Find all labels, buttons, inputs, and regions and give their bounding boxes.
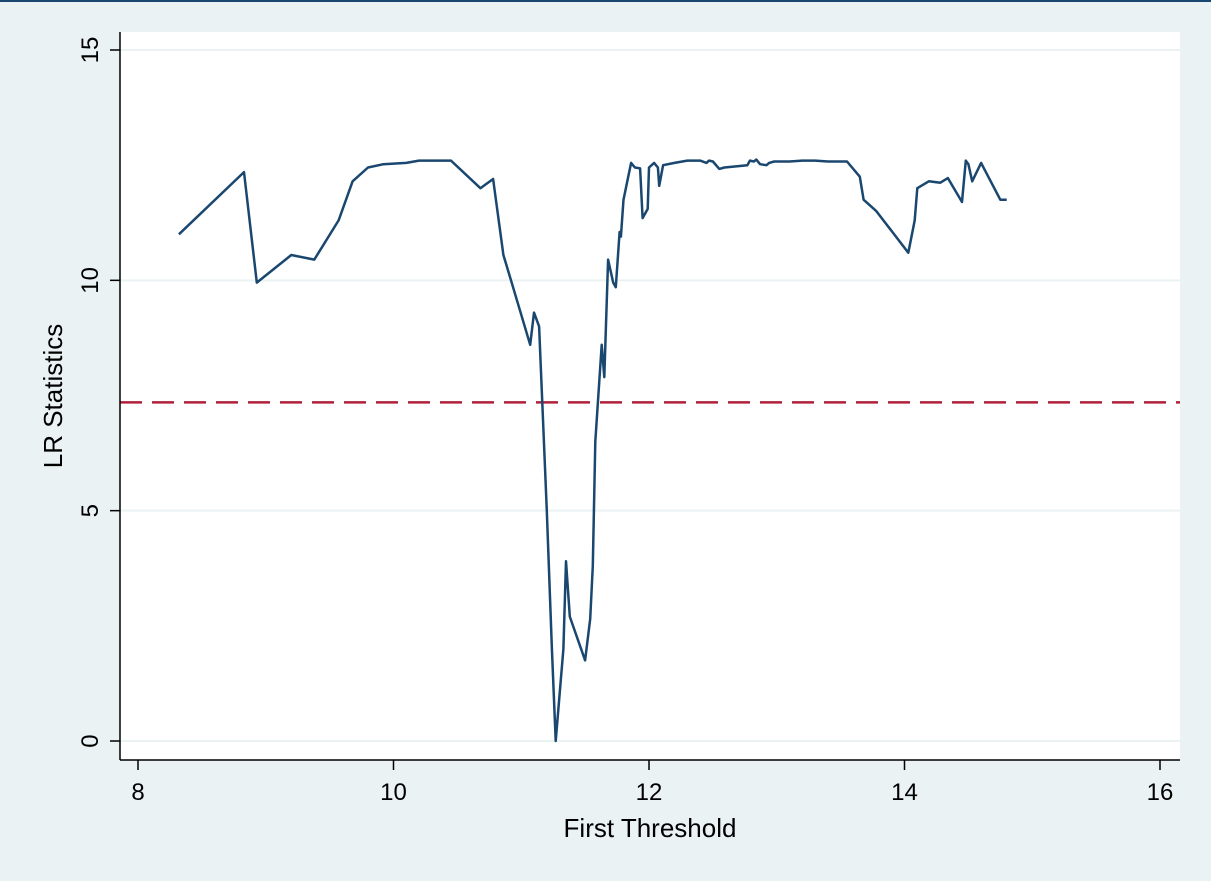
y-tick-label-15: 15 [77,37,104,64]
x-axis-title: First Threshold [564,813,737,843]
window-top-border [0,0,1211,2]
x-tick-label-12: 12 [636,779,663,806]
y-tick-label-5: 5 [77,504,104,517]
series-line-0 [178,158,1007,743]
y-tick-label-0: 0 [77,734,104,747]
x-tick-label-14: 14 [891,779,918,806]
y-tick-label-10: 10 [77,267,104,294]
plot-area [120,32,1180,760]
y-axis-title: LR Statistics [38,324,68,469]
x-tick-label-16: 16 [1147,779,1174,806]
x-tick-label-10: 10 [380,779,407,806]
series-group [178,158,1007,743]
gridlines [120,49,1180,742]
axes: 8 10 12 14 16 0 5 10 15 [77,32,1180,806]
x-tick-label-8: 8 [131,779,144,806]
